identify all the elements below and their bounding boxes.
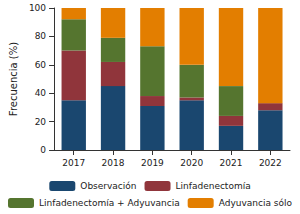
svg-text:40: 40 <box>35 88 47 98</box>
svg-text:Adyuvancia sólo: Adyuvancia sólo <box>219 198 293 208</box>
svg-text:80: 80 <box>35 31 47 41</box>
svg-text:Frecuencia (%): Frecuencia (%) <box>8 42 19 116</box>
svg-text:Linfadenectomía + Adyuvancia: Linfadenectomía + Adyuvancia <box>39 198 180 208</box>
svg-text:Observación: Observación <box>80 181 136 191</box>
svg-text:2020: 2020 <box>180 158 203 168</box>
svg-text:2019: 2019 <box>141 158 164 168</box>
svg-text:2021: 2021 <box>220 158 243 168</box>
svg-text:2018: 2018 <box>102 158 125 168</box>
svg-text:2022: 2022 <box>259 158 282 168</box>
svg-text:100: 100 <box>29 3 46 13</box>
svg-text:60: 60 <box>35 60 47 70</box>
svg-text:0: 0 <box>40 145 46 155</box>
svg-text:20: 20 <box>35 117 47 127</box>
svg-text:Linfadenectomía: Linfadenectomía <box>176 181 251 191</box>
svg-text:2017: 2017 <box>62 158 85 168</box>
